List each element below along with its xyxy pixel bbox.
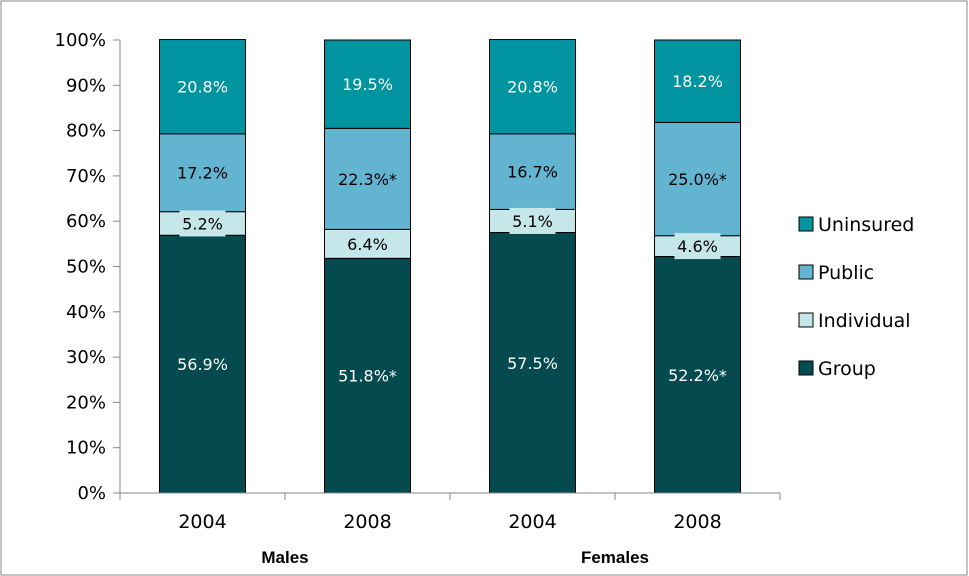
y-tick-label: 60% [66,211,106,232]
y-tick-label: 40% [66,302,106,323]
data-label-public: 16.7% [507,163,558,182]
data-label-uninsured: 20.8% [507,78,558,97]
data-label-background [509,207,556,234]
data-label-uninsured: 19.5% [342,75,393,94]
data-label-public: 17.2% [177,164,228,183]
y-tick-label: 70% [66,166,106,187]
bar-public-3 [654,121,741,237]
data-label-individual: 6.4% [347,235,388,254]
x-category-label: 2008 [673,511,721,533]
y-tick-label: 30% [66,347,106,368]
data-label-individual: 4.6% [677,237,718,256]
legend-swatch-uninsured [798,216,814,232]
bar-group-1 [324,257,411,494]
x-category-label: 2008 [343,511,391,533]
data-label-group: 57.5% [507,354,558,373]
data-label-background [179,210,226,237]
data-label-group: 51.8%* [338,367,397,386]
data-label-individual: 5.1% [512,212,553,231]
data-labels-layer: 56.9% 5.2% 17.2% 20.8% 51.8%* 6.4% 22.3%* 19.5%… [177,72,727,385]
data-label-individual: 5.2% [182,214,223,233]
y-tick-label: 50% [66,257,106,278]
bar-uninsured-1 [324,39,411,129]
data-label-group: 52.2%* [668,366,727,385]
bar-uninsured-0 [159,39,246,135]
y-tick-label: 20% [66,392,106,413]
legend-swatch-public [798,264,814,280]
legend-label-uninsured: Uninsured [818,214,914,236]
y-tick-label: 80% [66,121,106,142]
group-label-females: Females [581,548,649,567]
group-label-males: Males [261,548,308,567]
bar-uninsured-2 [489,39,576,135]
data-label-uninsured: 20.8% [177,78,228,97]
y-tick-label: 10% [66,438,106,459]
data-label-group: 56.9% [177,355,228,374]
y-tick-label: 100% [55,30,106,51]
legend-label-public: Public [818,262,874,284]
legend-swatch-individual [798,312,814,328]
bar-group-3 [654,256,741,494]
legend-swatch-group [798,360,814,376]
data-label-public: 25.0%* [668,170,727,189]
data-label-background [344,230,391,257]
bar-group-2 [489,232,576,494]
y-tick-label: 90% [66,75,106,96]
bar-uninsured-3 [654,39,741,123]
legend-label-group: Group [818,358,876,380]
data-label-uninsured: 18.2% [672,72,723,91]
legend-label-individual: Individual [818,310,911,332]
x-category-label: 2004 [178,511,226,533]
bar-public-1 [324,127,411,230]
x-category-label: 2004 [508,511,556,533]
data-label-background [674,233,721,260]
axes-layer: 0% 10% 20% 30% 40% 50% 60% 70% 80% 90% 100% 2004 200… [55,30,781,567]
bar-group-0 [159,234,246,494]
data-label-public: 22.3%* [338,170,397,189]
legend: Uninsured Public Individual Group [798,214,914,380]
y-tick-label: 0% [77,483,106,504]
